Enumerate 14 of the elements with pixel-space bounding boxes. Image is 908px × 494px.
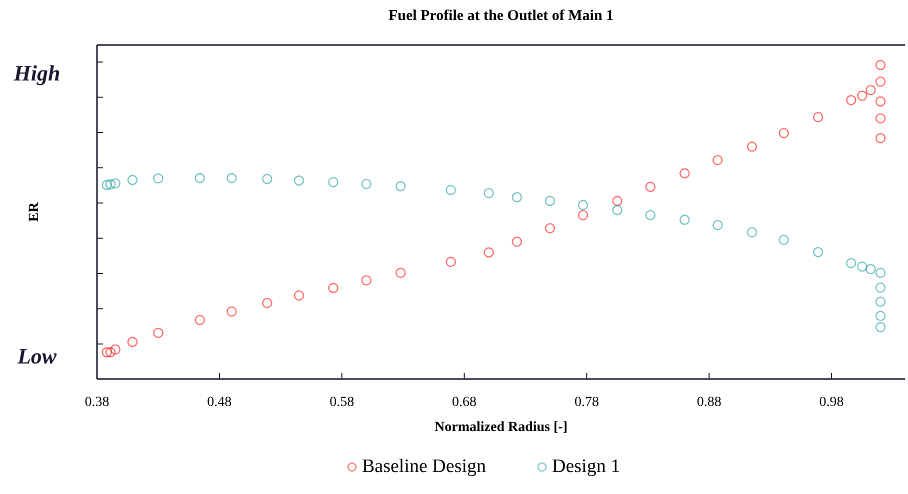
legend-label: Design 1	[552, 456, 620, 477]
x-tick-label: 0.68	[452, 395, 477, 410]
x-axis-title: Normalized Radius [-]	[434, 420, 568, 435]
legend-label: Baseline Design	[362, 456, 486, 477]
x-tick-label: 0.48	[207, 395, 232, 410]
text: Low	[16, 344, 57, 369]
x-tick-label: 0.58	[330, 395, 354, 410]
text: High	[12, 60, 60, 86]
x-tick-label: 0.38	[84, 395, 110, 410]
x-tick-label: 0.88	[696, 395, 722, 410]
x-tick-label: 0.78	[574, 395, 599, 410]
chart-title: Fuel Profile at the Outlet of Main 1	[388, 8, 614, 24]
x-tick-label: 0.98	[819, 395, 844, 410]
y-axis-title: ER	[27, 201, 42, 222]
